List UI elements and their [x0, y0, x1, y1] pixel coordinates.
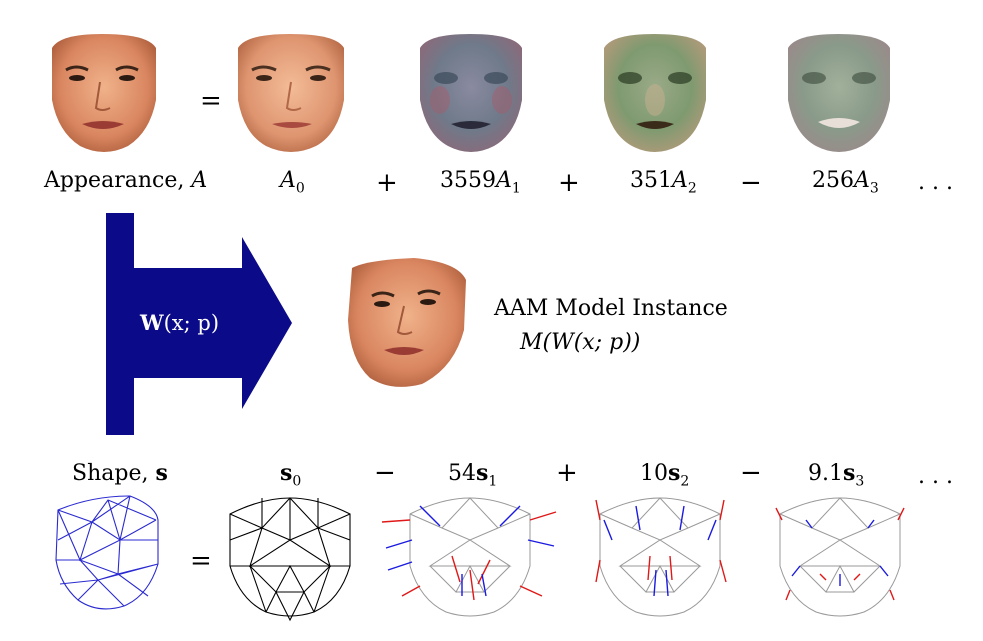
- shape-mode-1-mesh: [381, 497, 557, 617]
- mean-appearance-label: A0: [280, 168, 305, 197]
- appearance-operator-2: +: [558, 168, 580, 198]
- appearance-mode-2-image: [604, 34, 706, 152]
- appearance-ellipsis: . . .: [918, 170, 953, 195]
- shape-ellipsis: . . .: [918, 464, 953, 489]
- shape-operator-2: +: [556, 458, 578, 488]
- appearance-term-2-label: 351A2: [630, 168, 697, 197]
- appearance-face-image: [52, 34, 156, 152]
- mean-shape-mesh: [229, 497, 351, 622]
- appearance-mode-1-image: [420, 34, 522, 152]
- appearance-label: Appearance, A: [44, 168, 208, 193]
- shape-label: Shape, s: [72, 460, 168, 486]
- shape-term-1-label: 54s1: [448, 460, 498, 490]
- appearance-term-1-label: 3559A1: [440, 168, 521, 197]
- appearance-operator-3: −: [740, 168, 762, 198]
- shape-mesh-instance: [55, 495, 159, 610]
- appearance-operator-1: +: [376, 168, 398, 198]
- appearance-equals-sign: =: [200, 86, 222, 116]
- model-instance-formula: M(W(x; p)): [520, 330, 641, 355]
- shape-mode-2-mesh: [595, 497, 727, 617]
- shape-mode-3-mesh: [775, 497, 905, 617]
- appearance-term-3-label: 256A3: [812, 168, 879, 197]
- shape-operator-3: −: [740, 458, 762, 488]
- model-instance-face-image: [348, 258, 466, 387]
- shape-operator-1: −: [374, 458, 396, 488]
- shape-term-3-label: 9.1s3: [808, 460, 865, 490]
- shape-equals-sign: =: [190, 546, 212, 576]
- appearance-mode-3-image: [788, 34, 890, 152]
- mean-appearance-face-image: [238, 34, 344, 152]
- mean-shape-label: s0: [280, 460, 302, 490]
- shape-term-2-label: 10s2: [640, 460, 690, 490]
- warp-function-label: W(x; p): [140, 310, 220, 335]
- model-instance-title: AAM Model Instance: [494, 296, 728, 321]
- warp-arrow: [106, 213, 292, 435]
